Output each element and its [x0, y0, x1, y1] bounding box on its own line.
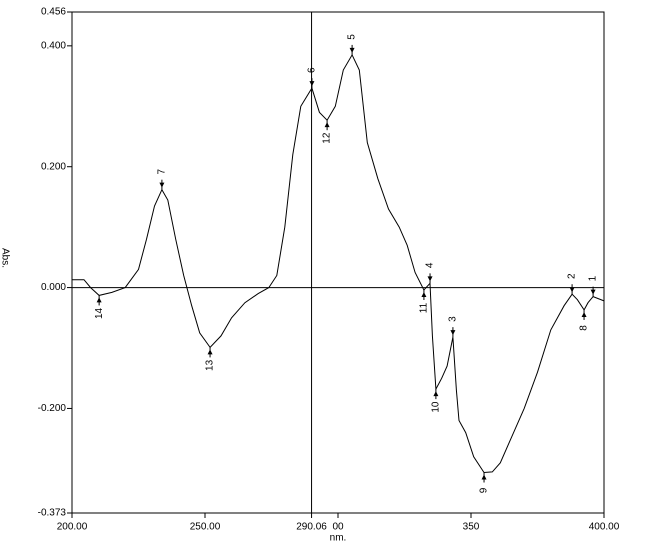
peak-label: 5	[347, 34, 358, 40]
peak-arrowhead	[207, 349, 213, 355]
y-axis-label: Abs.	[0, 248, 10, 268]
peak-arrowhead	[581, 311, 587, 317]
plot-frame	[71, 11, 605, 514]
peak-label: 12	[322, 132, 333, 144]
x-tick-label: 400.00	[589, 522, 620, 533]
peak-arrowhead	[590, 289, 596, 295]
peak-arrowhead	[433, 391, 439, 397]
y-tick-label: 0.400	[41, 40, 66, 51]
peak-label: 13	[205, 359, 216, 371]
peak-arrowhead	[309, 81, 315, 87]
peak-arrowhead	[349, 47, 355, 53]
spectrum-line	[72, 53, 605, 474]
y-tick-label: 0.200	[41, 161, 66, 172]
peak-arrowhead	[421, 291, 427, 297]
y-tick-label: -0.373	[38, 508, 67, 519]
x-tick-label: 250.00	[190, 522, 221, 533]
peak-label: 14	[94, 307, 105, 319]
y-tick-label: 0.456	[41, 7, 66, 18]
peak-label: 1	[588, 275, 599, 281]
x-tick-label: 200.00	[57, 522, 88, 533]
peak-arrowhead	[324, 122, 330, 128]
peak-label: 9	[479, 487, 490, 493]
peak-arrowhead	[427, 276, 433, 282]
y-tick-label: -0.200	[38, 403, 67, 414]
peak-label: 10	[431, 401, 442, 413]
peak-arrowhead	[159, 182, 165, 188]
x-tick-label: 290.06	[296, 522, 327, 533]
peak-label: 2	[567, 273, 578, 279]
peak-label: 8	[579, 325, 590, 331]
peak-label: 7	[157, 168, 168, 174]
peak-label: 3	[448, 316, 459, 322]
x-tick-label: 350	[463, 522, 480, 533]
peak-arrowhead	[481, 474, 487, 480]
peak-arrowhead	[96, 297, 102, 303]
x-axis-label: nm.	[330, 533, 347, 544]
peak-label: 11	[419, 302, 430, 313]
y-tick-label: 0.000	[41, 282, 66, 293]
peak-arrowhead	[569, 287, 575, 293]
peak-label: 4	[425, 262, 436, 268]
peak-arrowhead	[450, 330, 456, 336]
x-tick-label: 00	[332, 522, 344, 533]
peak-label: 6	[307, 67, 318, 73]
